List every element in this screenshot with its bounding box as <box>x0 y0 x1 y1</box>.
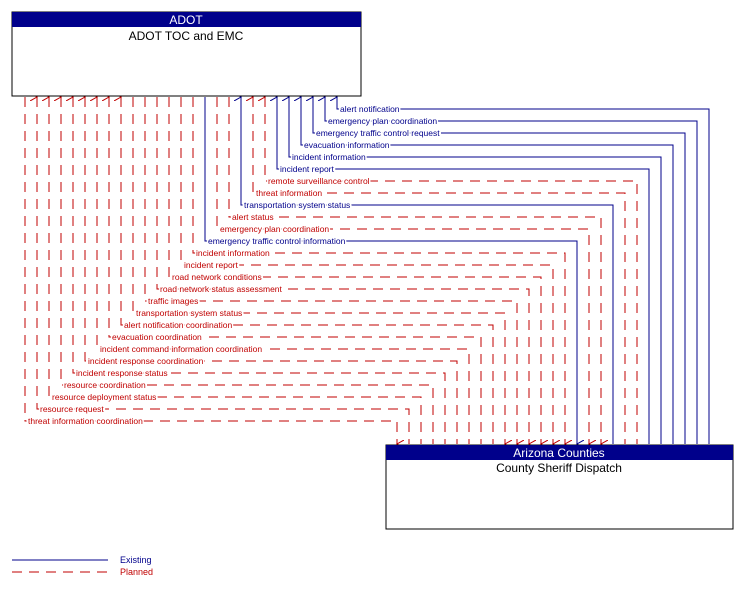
flow-line <box>313 97 686 444</box>
flow-line <box>337 97 710 444</box>
flow-label: incident response status <box>76 368 168 378</box>
flow-line <box>132 97 505 444</box>
flow-line <box>241 97 614 444</box>
legend-text: Existing <box>120 555 152 565</box>
flow-label: alert status <box>232 212 274 222</box>
flow-line <box>192 97 565 444</box>
flow-label: evacuation coordination <box>112 332 202 342</box>
flow-line <box>253 97 626 444</box>
flow-line <box>168 97 541 444</box>
flow-line <box>204 97 577 444</box>
node-title: ADOT TOC and EMC <box>129 29 244 43</box>
node-header <box>386 445 733 460</box>
flow-line <box>301 97 674 444</box>
flow-label: emergency traffic control information <box>208 236 346 246</box>
flow-line <box>144 97 517 444</box>
flow-label: road network conditions <box>172 272 262 282</box>
flow-line <box>180 97 553 444</box>
flow-label: transportation system status <box>244 200 350 210</box>
flow-line <box>265 97 638 444</box>
flow-label: resource request <box>40 404 104 414</box>
node-header <box>12 12 361 27</box>
flow-label: emergency plan coordination <box>328 116 437 126</box>
flow-label: transportation system status <box>136 308 242 318</box>
flow-label: incident information <box>196 248 270 258</box>
flow-label: remote surveillance control <box>268 176 370 186</box>
flow-line <box>85 97 458 444</box>
flow-line <box>325 97 698 444</box>
flow-line <box>156 97 529 444</box>
flow-line <box>289 97 662 444</box>
flow-line <box>73 97 446 444</box>
node-header-text: ADOT <box>169 13 203 27</box>
flow-label: resource coordination <box>64 380 146 390</box>
flow-label: traffic images <box>148 296 198 306</box>
flow-label: incident information <box>292 152 366 162</box>
flow-label: alert notification coordination <box>124 320 232 330</box>
flow-line <box>109 97 482 444</box>
flow-label: emergency traffic control request <box>316 128 440 138</box>
flow-label: incident command information coordinatio… <box>100 344 262 354</box>
legend-text: Planned <box>120 567 153 577</box>
flow-line <box>97 97 470 444</box>
flow-line <box>216 97 589 444</box>
flow-label: threat information <box>256 188 322 198</box>
node-title: County Sheriff Dispatch <box>496 461 622 475</box>
flow-label: incident report <box>280 164 335 174</box>
flow-line <box>121 97 494 444</box>
flow-label: resource deployment status <box>52 392 156 402</box>
flow-label: threat information coordination <box>28 416 143 426</box>
flow-line <box>24 97 397 444</box>
flow-line <box>49 97 422 444</box>
flow-label: road network status assessment <box>160 284 283 294</box>
flow-line <box>37 97 410 444</box>
flow-label: evacuation information <box>304 140 390 150</box>
flow-label: alert notification <box>340 104 400 114</box>
flow-line <box>228 97 601 444</box>
flow-line <box>61 97 434 444</box>
flow-label: emergency plan coordination <box>220 224 329 234</box>
flow-label: incident response coordination <box>88 356 204 366</box>
flow-line <box>277 97 650 444</box>
flow-label: incident report <box>184 260 239 270</box>
node-header-text: Arizona Counties <box>513 446 604 460</box>
